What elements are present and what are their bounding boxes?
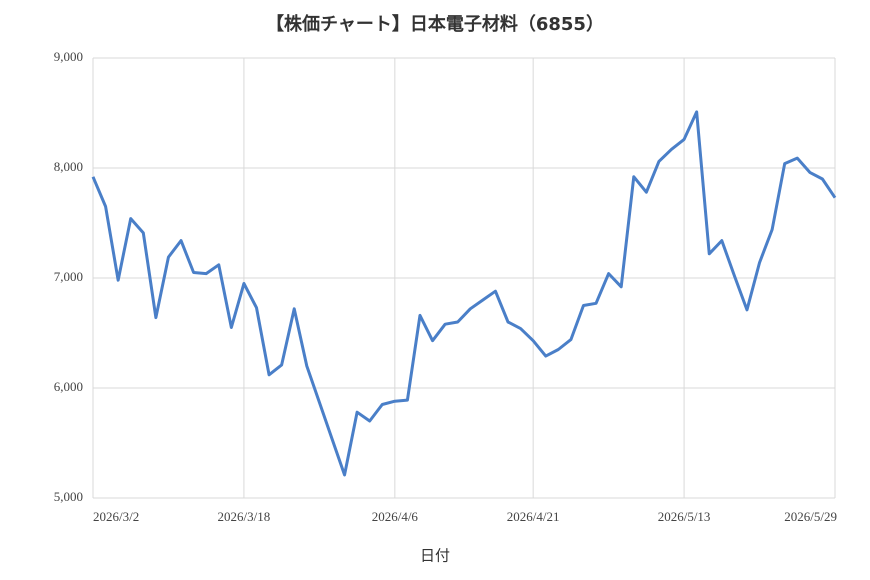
x-tick-label: 2026/5/29 [784,509,837,524]
x-tick-label: 2026/4/21 [507,509,560,524]
y-tick-label: 9,000 [54,49,83,64]
x-tick-label: 2026/3/2 [93,509,139,524]
y-tick-label: 6,000 [54,379,83,394]
x-tick-label: 2026/3/18 [218,509,271,524]
chart-title: 【株価チャート】日本電子材料（6855） [266,13,604,35]
x-tick-label: 2026/4/6 [372,509,419,524]
price-line [91,110,837,477]
y-tick-label: 7,000 [54,269,83,284]
x-axis-label: 日付 [420,547,450,565]
y-tick-label: 8,000 [54,159,83,174]
y-tick-label: 5,000 [54,489,83,504]
x-tick-label: 2026/5/13 [658,509,711,524]
